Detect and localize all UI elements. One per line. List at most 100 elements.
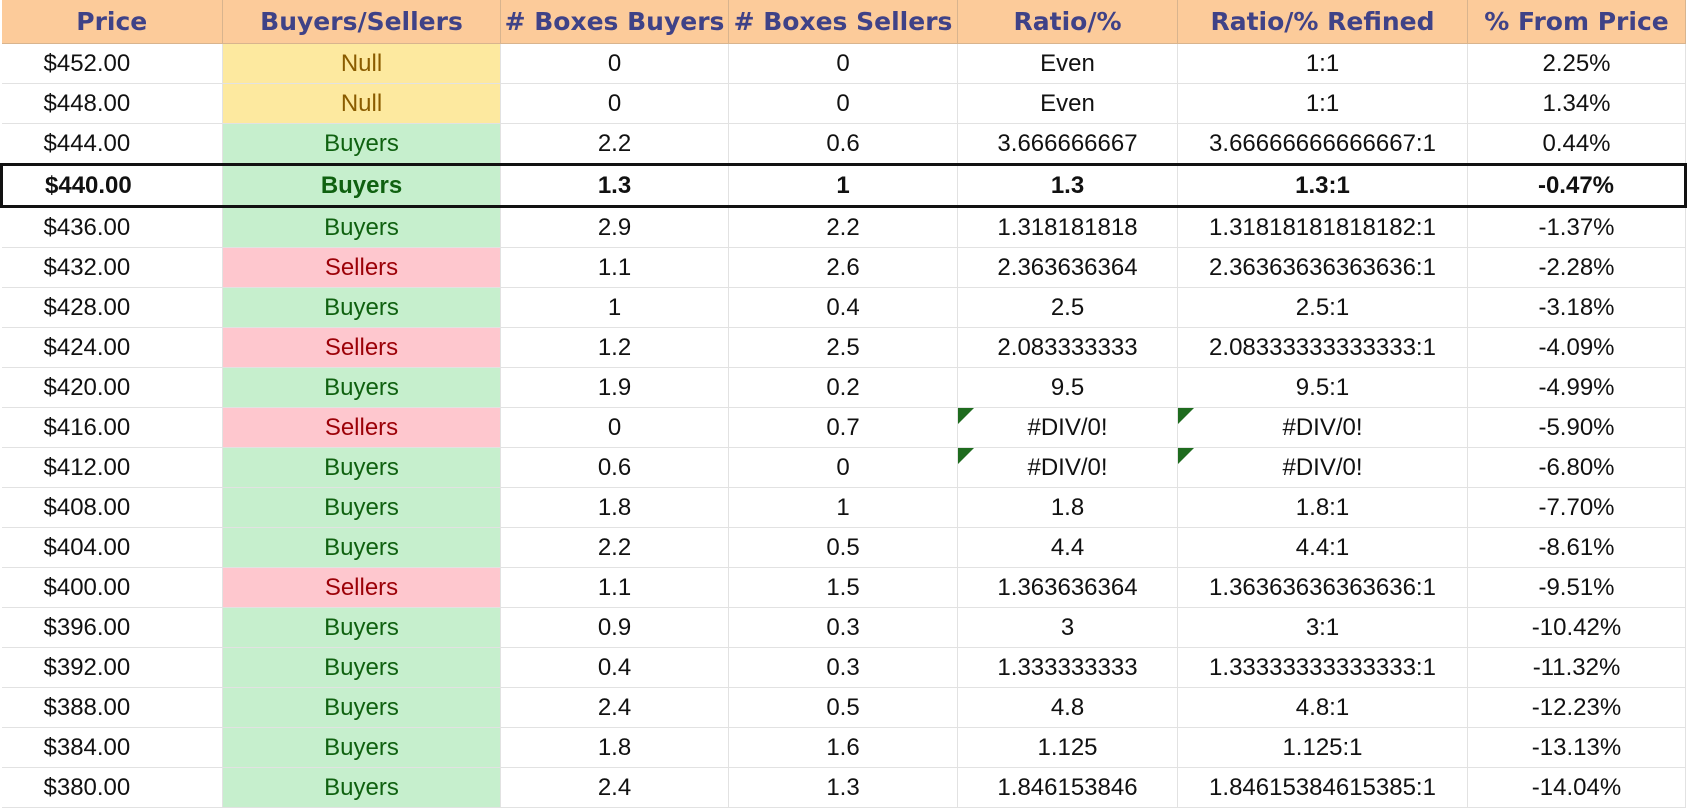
cell-boxes-buyers[interactable]: 0 — [500, 43, 729, 84]
cell-ratio[interactable]: 4.8 — [957, 687, 1178, 728]
cell-boxes-buyers[interactable]: 0 — [500, 83, 729, 124]
col-header-ratio-refined[interactable]: Ratio/% Refined — [1177, 0, 1468, 44]
cell-price[interactable]: $380.00 — [1, 767, 223, 808]
cell-pct-from-price[interactable]: -7.70% — [1467, 487, 1686, 528]
cell-pct-from-price[interactable]: -14.04% — [1467, 767, 1686, 808]
cell-ratio[interactable]: 3.666666667 — [957, 123, 1178, 165]
cell-buyers-sellers[interactable]: Null — [222, 43, 501, 84]
cell-ratio[interactable]: Even — [957, 83, 1178, 124]
cell-boxes-sellers[interactable]: 0.3 — [728, 647, 958, 688]
cell-price[interactable]: $404.00 — [1, 527, 223, 568]
cell-ratio[interactable]: 1.8 — [957, 487, 1178, 528]
cell-ratio-refined[interactable]: 4.8:1 — [1177, 687, 1468, 728]
col-header-boxes-sellers[interactable]: # Boxes Sellers — [728, 0, 958, 44]
cell-ratio[interactable]: 9.5 — [957, 367, 1178, 408]
cell-ratio[interactable]: 1.3 — [957, 163, 1178, 208]
cell-ratio-refined[interactable]: 2.5:1 — [1177, 287, 1468, 328]
cell-ratio[interactable]: 1.318181818 — [957, 206, 1178, 248]
cell-price[interactable]: $436.00 — [1, 206, 223, 248]
cell-price[interactable]: $384.00 — [1, 727, 223, 768]
cell-boxes-sellers[interactable]: 0.3 — [728, 607, 958, 648]
cell-price[interactable]: $428.00 — [1, 287, 223, 328]
cell-buyers-sellers[interactable]: Buyers — [222, 367, 501, 408]
cell-price[interactable]: $444.00 — [1, 123, 223, 165]
cell-ratio-refined[interactable]: 1:1 — [1177, 83, 1468, 124]
cell-ratio-refined[interactable]: 1.125:1 — [1177, 727, 1468, 768]
cell-boxes-buyers[interactable]: 1.3 — [500, 163, 729, 208]
cell-buyers-sellers[interactable]: Buyers — [222, 687, 501, 728]
cell-boxes-sellers[interactable]: 1 — [728, 163, 958, 208]
cell-boxes-buyers[interactable]: 1.8 — [500, 727, 729, 768]
cell-pct-from-price[interactable]: -1.37% — [1467, 206, 1686, 248]
cell-ratio-refined[interactable]: 4.4:1 — [1177, 527, 1468, 568]
cell-ratio[interactable]: 1.363636364 — [957, 567, 1178, 608]
cell-ratio-refined[interactable]: 1.31818181818182:1 — [1177, 206, 1468, 248]
cell-buyers-sellers[interactable]: Buyers — [222, 607, 501, 648]
cell-boxes-sellers[interactable]: 0.5 — [728, 687, 958, 728]
cell-ratio[interactable]: 1.333333333 — [957, 647, 1178, 688]
cell-price[interactable]: $388.00 — [1, 687, 223, 728]
cell-ratio[interactable]: 2.363636364 — [957, 247, 1178, 288]
cell-boxes-sellers[interactable]: 1.6 — [728, 727, 958, 768]
cell-ratio[interactable]: 3 — [957, 607, 1178, 648]
cell-pct-from-price[interactable]: -0.47% — [1467, 163, 1687, 208]
cell-ratio-refined[interactable]: 9.5:1 — [1177, 367, 1468, 408]
cell-boxes-buyers[interactable]: 0.9 — [500, 607, 729, 648]
cell-buyers-sellers[interactable]: Buyers — [222, 647, 501, 688]
cell-ratio-refined[interactable]: 1:1 — [1177, 43, 1468, 84]
cell-pct-from-price[interactable]: -9.51% — [1467, 567, 1686, 608]
cell-ratio[interactable]: 1.125 — [957, 727, 1178, 768]
col-header-buyers-sellers[interactable]: Buyers/Sellers — [222, 0, 501, 44]
cell-ratio-refined[interactable]: #DIV/0! — [1177, 407, 1468, 448]
cell-pct-from-price[interactable]: -10.42% — [1467, 607, 1686, 648]
cell-buyers-sellers[interactable]: Sellers — [222, 327, 501, 368]
cell-boxes-sellers[interactable]: 0.5 — [728, 527, 958, 568]
cell-ratio[interactable]: #DIV/0! — [957, 407, 1178, 448]
cell-boxes-sellers[interactable]: 1.3 — [728, 767, 958, 808]
cell-buyers-sellers[interactable]: Buyers — [222, 163, 501, 208]
cell-ratio[interactable]: 2.083333333 — [957, 327, 1178, 368]
cell-boxes-sellers[interactable]: 0.7 — [728, 407, 958, 448]
cell-boxes-buyers[interactable]: 1.1 — [500, 247, 729, 288]
cell-price[interactable]: $424.00 — [1, 327, 223, 368]
cell-pct-from-price[interactable]: -4.09% — [1467, 327, 1686, 368]
cell-ratio[interactable]: 2.5 — [957, 287, 1178, 328]
cell-buyers-sellers[interactable]: Buyers — [222, 727, 501, 768]
cell-price[interactable]: $416.00 — [1, 407, 223, 448]
col-header-pct-from-price[interactable]: % From Price — [1467, 0, 1686, 44]
cell-boxes-buyers[interactable]: 2.2 — [500, 123, 729, 165]
cell-pct-from-price[interactable]: 2.25% — [1467, 43, 1686, 84]
cell-price[interactable]: $400.00 — [1, 567, 223, 608]
cell-boxes-buyers[interactable]: 1.8 — [500, 487, 729, 528]
cell-buyers-sellers[interactable]: Buyers — [222, 767, 501, 808]
cell-buyers-sellers[interactable]: Buyers — [222, 447, 501, 488]
cell-boxes-sellers[interactable]: 0 — [728, 83, 958, 124]
cell-pct-from-price[interactable]: 0.44% — [1467, 123, 1686, 165]
cell-buyers-sellers[interactable]: Sellers — [222, 247, 501, 288]
cell-pct-from-price[interactable]: 1.34% — [1467, 83, 1686, 124]
cell-ratio-refined[interactable]: 3.66666666666667:1 — [1177, 123, 1468, 165]
cell-boxes-buyers[interactable]: 1.1 — [500, 567, 729, 608]
cell-ratio-refined[interactable]: 1.8:1 — [1177, 487, 1468, 528]
cell-buyers-sellers[interactable]: Buyers — [222, 206, 501, 248]
cell-ratio-refined[interactable]: 2.36363636363636:1 — [1177, 247, 1468, 288]
cell-boxes-sellers[interactable]: 1 — [728, 487, 958, 528]
cell-boxes-sellers[interactable]: 0.2 — [728, 367, 958, 408]
cell-ratio[interactable]: #DIV/0! — [957, 447, 1178, 488]
cell-price[interactable]: $448.00 — [1, 83, 223, 124]
cell-ratio[interactable]: Even — [957, 43, 1178, 84]
cell-boxes-sellers[interactable]: 1.5 — [728, 567, 958, 608]
cell-pct-from-price[interactable]: -6.80% — [1467, 447, 1686, 488]
col-header-boxes-buyers[interactable]: # Boxes Buyers — [500, 0, 729, 44]
cell-boxes-buyers[interactable]: 2.9 — [500, 206, 729, 248]
col-header-ratio[interactable]: Ratio/% — [957, 0, 1178, 44]
cell-boxes-buyers[interactable]: 1 — [500, 287, 729, 328]
cell-pct-from-price[interactable]: -12.23% — [1467, 687, 1686, 728]
cell-pct-from-price[interactable]: -4.99% — [1467, 367, 1686, 408]
cell-boxes-sellers[interactable]: 2.5 — [728, 327, 958, 368]
cell-buyers-sellers[interactable]: Buyers — [222, 287, 501, 328]
cell-boxes-sellers[interactable]: 2.6 — [728, 247, 958, 288]
cell-boxes-sellers[interactable]: 0 — [728, 43, 958, 84]
cell-ratio[interactable]: 4.4 — [957, 527, 1178, 568]
cell-boxes-buyers[interactable]: 2.2 — [500, 527, 729, 568]
